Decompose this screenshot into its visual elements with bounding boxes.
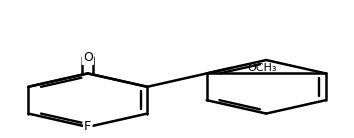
Text: O: O <box>83 51 93 64</box>
Text: OCH₃: OCH₃ <box>247 63 277 73</box>
Text: F: F <box>84 120 91 133</box>
